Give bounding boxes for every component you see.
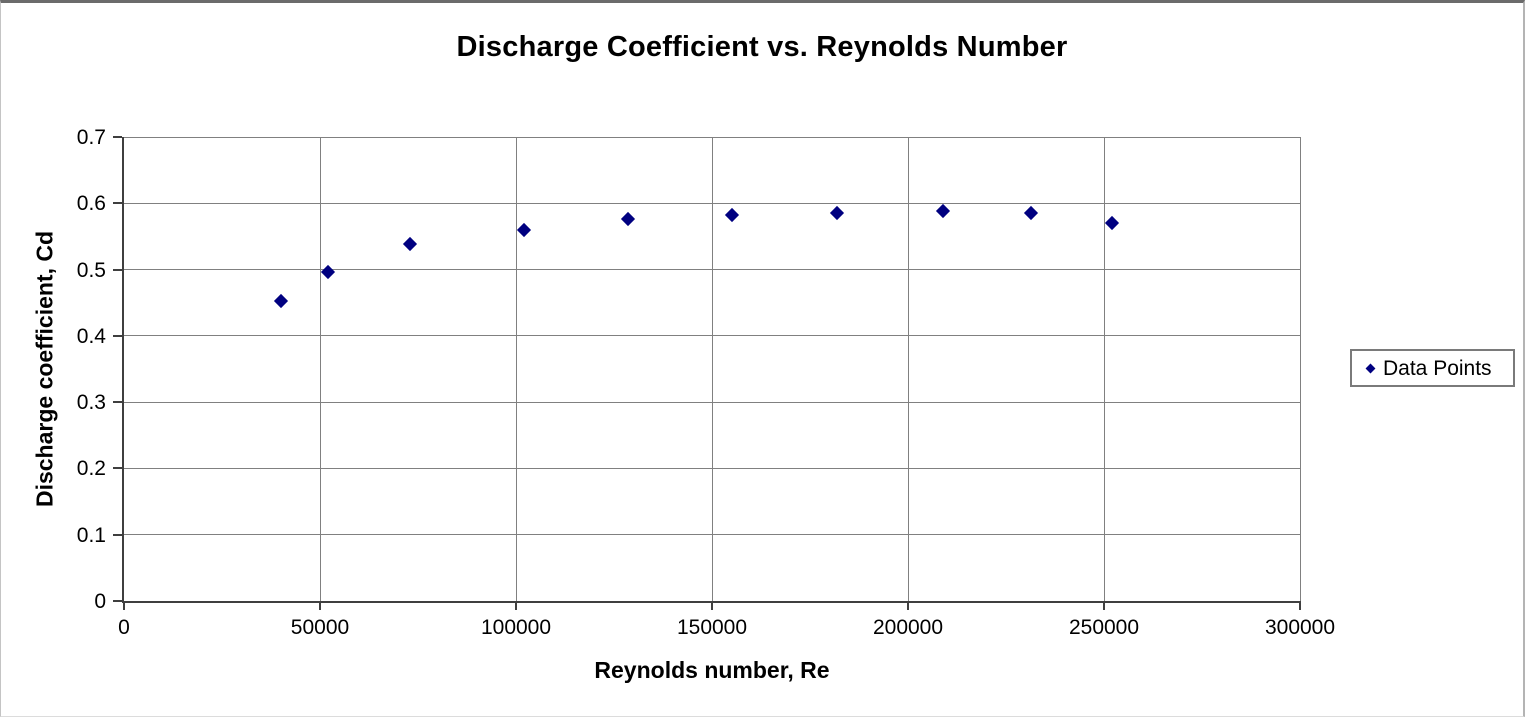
x-axis-tick [711, 601, 713, 610]
gridline [515, 137, 517, 601]
data-point [936, 204, 951, 219]
legend-box: Data Points [1350, 349, 1515, 387]
x-tick-label: 300000 [1264, 616, 1336, 639]
y-tick-label: 0.5 [76, 258, 106, 282]
x-axis-title: Reynolds number, Re [594, 657, 830, 683]
y-axis-tick [113, 268, 122, 271]
plot-area: 0 50000 100000 150000 200000 250000 300000 0 0.1… [77, 127, 1335, 638]
x-axis-tick [1103, 601, 1105, 610]
diamond-marker-icon [1365, 363, 1376, 373]
x-axis-tick [907, 601, 909, 610]
y-tick-label: 0.4 [76, 324, 106, 348]
y-tick-label: 0.6 [76, 192, 106, 216]
y-axis-tick [113, 467, 122, 470]
data-point [320, 265, 335, 280]
x-axis-tick [515, 601, 517, 610]
y-axis-line [122, 137, 124, 601]
gridline [907, 137, 909, 601]
x-tick-label: 250000 [1068, 616, 1140, 639]
y-axis-tick [113, 600, 122, 602]
y-tick-label: 0.7 [76, 126, 106, 149]
y-tick-label: 0.1 [76, 523, 106, 547]
data-point [516, 222, 531, 237]
gridline [1299, 137, 1301, 601]
y-tick-label: 0 [94, 590, 106, 613]
gridline [319, 137, 321, 601]
x-tick-label: 200000 [872, 616, 944, 639]
gridline [711, 137, 713, 601]
y-axis-title: Discharge coefficient, Cd [31, 230, 58, 508]
y-tick-label: 0.3 [76, 391, 106, 415]
y-axis-tick [113, 401, 122, 404]
data-point [273, 294, 288, 309]
legend-label: Data Points [1383, 356, 1492, 380]
y-axis-tick [113, 334, 122, 337]
x-axis-tick [319, 601, 321, 610]
data-point [830, 205, 845, 220]
x-tick-label: 50000 [290, 616, 350, 639]
x-tick-label: 150000 [676, 616, 748, 639]
data-point [724, 208, 739, 223]
data-point [1104, 216, 1119, 231]
x-tick-label: 100000 [480, 616, 552, 639]
x-tick-label: 0 [118, 616, 130, 639]
data-point [1024, 206, 1039, 221]
y-tick-label: 0.2 [76, 457, 106, 481]
x-axis-tick [1299, 601, 1301, 610]
data-point [403, 237, 418, 252]
gridline [1103, 137, 1105, 601]
data-point [620, 212, 635, 227]
y-axis-tick [113, 202, 122, 205]
y-axis-tick [113, 136, 122, 138]
x-axis-tick [123, 601, 125, 610]
chart-title: Discharge Coefficient vs. Reynolds Numbe… [456, 31, 1068, 63]
y-axis-tick [113, 533, 122, 536]
